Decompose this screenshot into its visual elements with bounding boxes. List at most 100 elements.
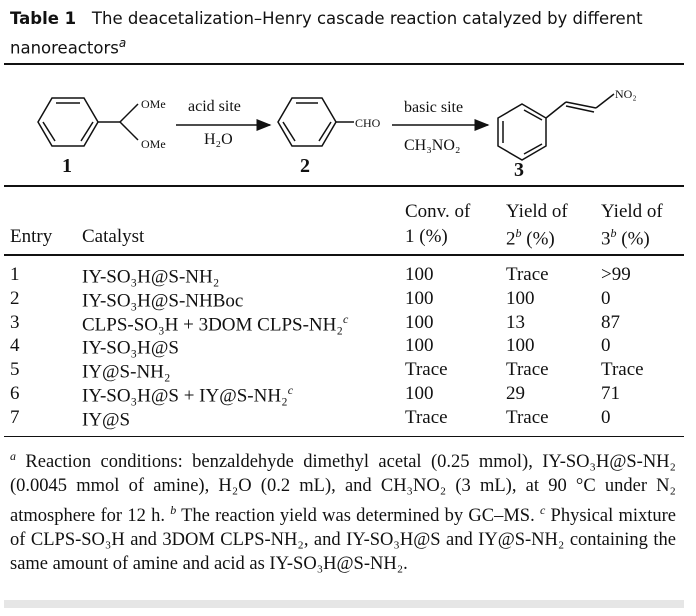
title-footnote-mark: a [118, 36, 127, 50]
entry-value: 3 [10, 311, 20, 333]
footnote-a-mark: a [10, 449, 16, 463]
yield2-value: Trace [506, 359, 549, 381]
row-5-catalyst: IY@S-NH₂ [82, 359, 171, 383]
row-1-entry: 1 [10, 264, 20, 286]
entry-value: 7 [10, 406, 20, 428]
yield3-value: 71 [601, 383, 620, 404]
compound-2-structure [277, 97, 354, 147]
footnote-c-mark: c [539, 503, 546, 518]
yield3-value: 0 [601, 406, 611, 428]
row-6-yield2: 29 [506, 383, 525, 405]
catalyst-value: CLPS-SO₃H + 3DOM CLPS-NH₂ [82, 313, 343, 335]
row-4-yield3: 0 [601, 335, 611, 357]
row-7-yield2: Trace [506, 407, 549, 429]
entry-value: 5 [10, 359, 20, 381]
compound-2-number: 2 [300, 155, 310, 177]
footnote-c-text: Physical mixture of CLPS-SO₃H and 3DOM C… [10, 506, 676, 575]
conv-value: Trace [405, 406, 448, 428]
header-yield2-mark: b [515, 226, 522, 240]
row-3-catalyst: CLPS-SO₃H + 3DOM CLPS-NH₂c [82, 312, 348, 336]
footnote-mark: c [287, 383, 294, 397]
compound-1-structure [37, 97, 139, 147]
entry-value: 4 [10, 335, 20, 357]
row-2-yield3: 0 [601, 288, 611, 310]
row-2-catalyst: IY-SO₃H@S-NHBoc [82, 288, 243, 312]
top-rule [4, 63, 684, 65]
conv-value: 100 [405, 287, 434, 309]
row-4-entry: 4 [10, 335, 20, 357]
yield3-value: >99 [601, 264, 631, 285]
row-5-entry: 5 [10, 359, 20, 381]
row-3-yield3: 87 [601, 312, 620, 334]
footnote-mark: c [342, 311, 349, 326]
yield3-value: Trace [601, 359, 644, 381]
entry-value: 1 [10, 264, 20, 285]
catalyst-value: IY@S-NH₂ [82, 361, 171, 383]
yield3-value: 0 [601, 287, 611, 309]
footnote-b-mark: b [170, 503, 177, 518]
row-6-entry: 6 [10, 383, 20, 405]
yield2-value: 100 [506, 335, 535, 357]
header-yield3-mark: b [610, 226, 617, 240]
row-1-yield2: Trace [506, 264, 549, 286]
catalyst-value: IY-SO₃H@S [82, 337, 179, 359]
bottom-rule [4, 436, 684, 437]
header-rule [4, 254, 684, 256]
compound-3-structure [497, 93, 615, 161]
table-caption: Table 1 The deacetalization–Henry cascad… [10, 6, 682, 61]
conv-value: 100 [405, 311, 434, 333]
catalyst-value: IY-SO₃H@S-NHBoc [82, 290, 244, 312]
row-3-yield2: 13 [506, 312, 525, 334]
conv-value: 100 [405, 264, 434, 285]
catalyst-value: IY-SO₃H@S-NH₂ [82, 266, 220, 288]
row-4-conv: 100 [405, 335, 434, 357]
yield2-value: 29 [506, 383, 525, 404]
arrow-2-condition-top: basic site [404, 99, 463, 116]
header-yield3-line1: Yield of [601, 201, 663, 222]
header-yield2-line2: 2b (%) [506, 226, 555, 250]
footnote-b-text: The reaction yield was determined by GC–… [176, 506, 540, 527]
compound-3-no2: NO₂ [615, 87, 637, 101]
row-7-catalyst: IY@S [82, 407, 130, 431]
table-title: The deacetalization–Henry cascade reacti… [10, 9, 643, 58]
header-yield2-line1: Yield of [506, 201, 568, 222]
compound-1-ome-bottom: OMe [141, 137, 166, 151]
header-yield2-num: 2 [506, 228, 516, 250]
header-yield3-num: 3 [601, 228, 611, 250]
scheme-rule [4, 185, 684, 187]
row-1-yield3: >99 [601, 264, 631, 286]
compound-3-number: 3 [514, 159, 524, 181]
row-7-yield3: 0 [601, 407, 611, 429]
row-6-conv: 100 [405, 383, 434, 405]
row-2-yield2: 100 [506, 288, 535, 310]
conv-value: 100 [405, 335, 434, 357]
row-1-conv: 100 [405, 264, 434, 286]
yield2-value: Trace [506, 406, 549, 428]
row-2-conv: 100 [405, 288, 434, 310]
header-yield2-unit: (%) [521, 228, 555, 250]
yield3-value: 0 [601, 335, 611, 357]
row-5-yield2: Trace [506, 359, 549, 381]
arrow-1-condition-top: acid site [188, 98, 241, 115]
bottom-bar [4, 600, 684, 608]
row-3-entry: 3 [10, 312, 20, 334]
header-catalyst: Catalyst [82, 226, 145, 247]
arrow-1-condition-bottom: H₂O [204, 131, 233, 148]
table-label: Table 1 [10, 9, 77, 28]
header-conv-line2: 1 (%) [405, 226, 448, 247]
row-1-catalyst: IY-SO₃H@S-NH₂ [82, 264, 219, 288]
conv-value: Trace [405, 359, 448, 381]
entry-value: 2 [10, 287, 20, 309]
row-7-conv: Trace [405, 407, 448, 429]
row-5-conv: Trace [405, 359, 448, 381]
row-5-yield3: Trace [601, 359, 644, 381]
conv-value: 100 [405, 383, 434, 404]
yield3-value: 87 [601, 311, 620, 333]
compound-1-number: 1 [62, 155, 72, 177]
header-entry: Entry [10, 226, 53, 247]
arrow-2-condition-bottom: CH₃NO₂ [404, 137, 461, 154]
row-2-entry: 2 [10, 288, 20, 310]
row-4-yield2: 100 [506, 335, 535, 357]
yield2-value: 100 [506, 287, 535, 309]
yield2-value: Trace [506, 264, 549, 285]
